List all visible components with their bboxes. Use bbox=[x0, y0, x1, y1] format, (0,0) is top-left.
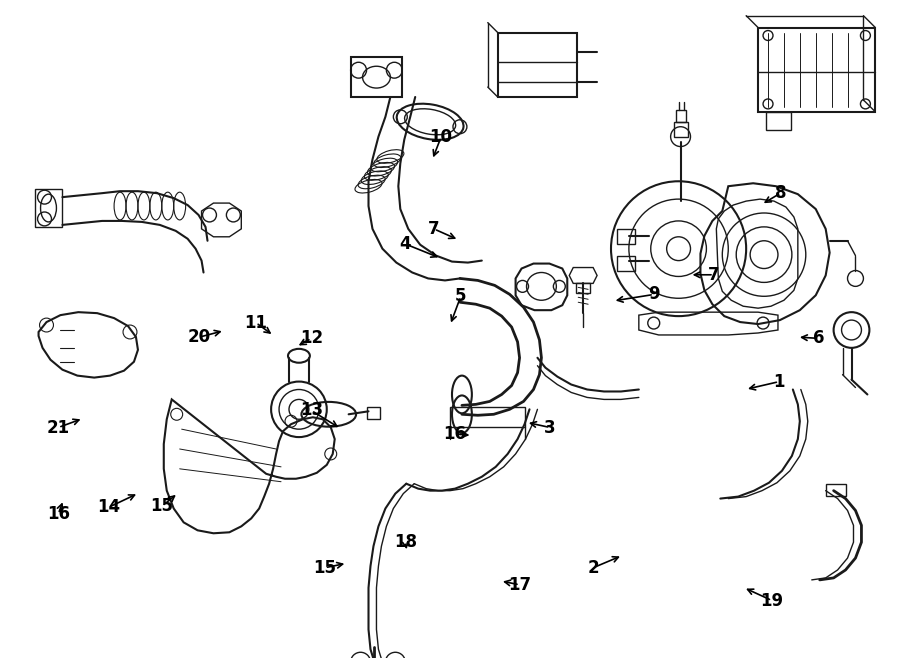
Text: 20: 20 bbox=[188, 328, 212, 346]
Circle shape bbox=[385, 652, 405, 661]
Bar bbox=[766, 112, 791, 130]
Text: 14: 14 bbox=[97, 498, 120, 516]
Text: 10: 10 bbox=[429, 128, 453, 146]
Text: 16: 16 bbox=[47, 505, 69, 523]
Text: 9: 9 bbox=[648, 286, 660, 303]
Bar bbox=[617, 256, 634, 270]
Bar bbox=[576, 284, 590, 293]
Text: 15: 15 bbox=[150, 497, 174, 515]
Text: 13: 13 bbox=[300, 401, 323, 420]
Text: 11: 11 bbox=[245, 313, 267, 332]
Bar bbox=[825, 484, 845, 496]
Text: 19: 19 bbox=[760, 592, 784, 609]
Text: 7: 7 bbox=[708, 266, 720, 284]
Text: 4: 4 bbox=[400, 235, 411, 253]
Bar bbox=[366, 407, 381, 419]
Text: 7: 7 bbox=[428, 220, 440, 238]
Text: 16: 16 bbox=[443, 425, 466, 443]
Bar bbox=[450, 407, 525, 427]
Text: 17: 17 bbox=[508, 576, 531, 594]
Circle shape bbox=[351, 652, 371, 661]
Bar bbox=[673, 122, 688, 137]
Text: 18: 18 bbox=[394, 533, 417, 551]
Bar bbox=[617, 229, 634, 244]
Text: 5: 5 bbox=[455, 288, 466, 305]
Text: 2: 2 bbox=[588, 559, 598, 577]
Bar bbox=[676, 110, 686, 122]
Text: 8: 8 bbox=[775, 184, 787, 202]
Text: 15: 15 bbox=[313, 559, 337, 577]
Text: 1: 1 bbox=[773, 373, 785, 391]
Text: 6: 6 bbox=[813, 329, 824, 348]
Bar bbox=[498, 32, 577, 97]
Text: 12: 12 bbox=[300, 329, 323, 348]
Text: 3: 3 bbox=[544, 418, 556, 436]
Text: 21: 21 bbox=[47, 418, 70, 436]
Bar bbox=[351, 58, 402, 97]
Bar bbox=[758, 28, 876, 112]
Bar bbox=[34, 189, 62, 227]
